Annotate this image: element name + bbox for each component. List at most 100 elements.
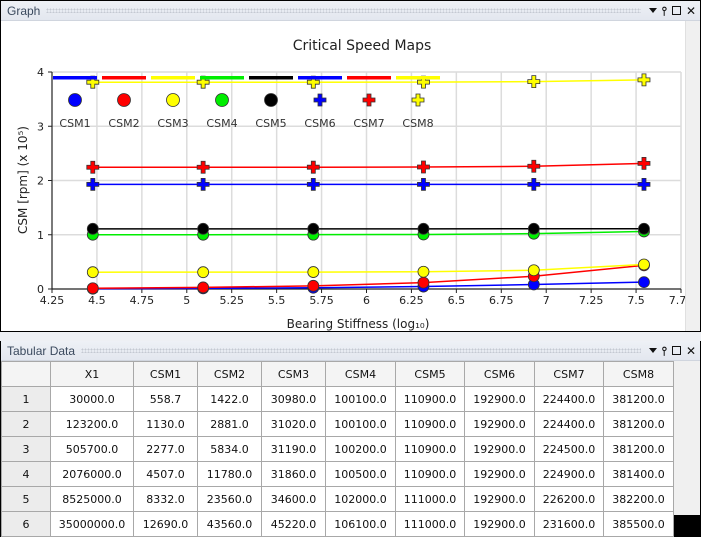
table-cell[interactable]: 558.7 xyxy=(133,386,198,412)
table-cell[interactable]: 110900.0 xyxy=(395,386,465,412)
table-cell[interactable]: 192900.0 xyxy=(464,461,535,487)
table-row[interactable]: 6 35000000.0 12690.0 43560.0 45220.0 106100.0… xyxy=(1,511,674,537)
data-point[interactable] xyxy=(197,281,210,294)
row-header[interactable]: 4 xyxy=(1,461,51,487)
data-point[interactable] xyxy=(86,282,99,295)
column-header[interactable]: X1 xyxy=(50,361,134,387)
data-point[interactable] xyxy=(527,75,541,89)
pin-icon[interactable]: ⫯ xyxy=(661,3,667,18)
table-cell[interactable]: 505700.0 xyxy=(50,436,134,462)
table-cell[interactable]: 100200.0 xyxy=(325,436,396,462)
table-cell[interactable]: 111000.0 xyxy=(395,486,465,512)
table-cell[interactable]: 385500.0 xyxy=(603,511,674,537)
vertical-scrollbar[interactable] xyxy=(685,21,700,331)
data-point[interactable] xyxy=(527,222,540,235)
column-header[interactable]: CSM8 xyxy=(603,361,674,387)
table-cell[interactable]: 2881.0 xyxy=(197,411,262,437)
data-point[interactable] xyxy=(196,177,210,191)
table-cell[interactable]: 30980.0 xyxy=(261,386,326,412)
table-cell[interactable]: 5834.0 xyxy=(197,436,262,462)
table-cell[interactable]: 224400.0 xyxy=(534,411,604,437)
column-header[interactable]: CSM1 xyxy=(133,361,198,387)
table-cell[interactable]: 8332.0 xyxy=(133,486,198,512)
row-header-corner[interactable] xyxy=(1,361,51,387)
table-cell[interactable]: 35000000.0 xyxy=(50,511,134,537)
table-row[interactable]: 5 8525000.0 8332.0 23560.0 34600.0 102000.0 11… xyxy=(1,486,674,512)
data-point[interactable] xyxy=(306,160,320,174)
column-header[interactable]: CSM4 xyxy=(325,361,396,387)
data-point[interactable] xyxy=(638,276,650,289)
column-header[interactable]: CSM3 xyxy=(261,361,326,387)
table-cell[interactable]: 2277.0 xyxy=(133,436,198,462)
table-cell[interactable]: 30000.0 xyxy=(50,386,134,412)
table-cell[interactable]: 12690.0 xyxy=(133,511,198,537)
table-cell[interactable]: 381200.0 xyxy=(603,411,674,437)
table-cell[interactable]: 110900.0 xyxy=(395,461,465,487)
data-point[interactable] xyxy=(197,222,210,235)
table-cell[interactable]: 192900.0 xyxy=(464,436,535,462)
table-cell[interactable]: 45220.0 xyxy=(261,511,326,537)
table-cell[interactable]: 2076000.0 xyxy=(50,461,134,487)
graph-titlebar[interactable]: Graph ⫯ ✕ xyxy=(1,1,700,21)
table-cell[interactable]: 23560.0 xyxy=(197,486,262,512)
table-cell[interactable]: 123200.0 xyxy=(50,411,134,437)
dropdown-icon[interactable] xyxy=(648,348,657,353)
table-cell[interactable]: 11780.0 xyxy=(197,461,262,487)
data-point[interactable] xyxy=(417,276,430,289)
data-point[interactable] xyxy=(307,279,320,292)
column-header[interactable]: CSM6 xyxy=(464,361,535,387)
table-cell[interactable]: 4507.0 xyxy=(133,461,198,487)
table-cell[interactable]: 31190.0 xyxy=(261,436,326,462)
table-cell[interactable]: 111000.0 xyxy=(395,511,465,537)
table-cell[interactable]: 224900.0 xyxy=(534,461,604,487)
row-header[interactable]: 1 xyxy=(1,386,51,412)
data-point[interactable] xyxy=(527,177,541,191)
table-row[interactable]: 4 2076000.0 4507.0 11780.0 31860.0 100500.0 11… xyxy=(1,461,674,487)
data-point[interactable] xyxy=(86,75,100,89)
data-point[interactable] xyxy=(196,75,210,89)
data-point[interactable] xyxy=(86,160,100,174)
table-cell[interactable]: 34600.0 xyxy=(261,486,326,512)
table-cell[interactable]: 100500.0 xyxy=(325,461,396,487)
data-point[interactable] xyxy=(307,266,320,278)
data-point[interactable] xyxy=(637,177,651,191)
row-header[interactable]: 3 xyxy=(1,436,51,462)
maximize-icon[interactable] xyxy=(671,6,681,15)
table-row[interactable]: 2 123200.0 1130.0 2881.0 31020.0 100100.0 1109… xyxy=(1,411,674,437)
table-cell[interactable]: 1422.0 xyxy=(197,386,262,412)
table-row[interactable]: 1 30000.0 558.7 1422.0 30980.0 100100.0 110900… xyxy=(1,386,674,412)
table-cell[interactable]: 224400.0 xyxy=(534,386,604,412)
tabular-titlebar[interactable]: Tabular Data ⫯ ✕ xyxy=(1,341,700,361)
table-cell[interactable]: 110900.0 xyxy=(395,411,465,437)
table-cell[interactable]: 381200.0 xyxy=(603,386,674,412)
table-cell[interactable]: 382200.0 xyxy=(603,486,674,512)
drag-grip[interactable] xyxy=(46,8,641,13)
table-cell[interactable]: 100100.0 xyxy=(325,386,396,412)
data-point[interactable] xyxy=(417,160,430,174)
data-point[interactable] xyxy=(527,264,540,277)
data-point[interactable] xyxy=(417,222,430,235)
table-cell[interactable]: 31020.0 xyxy=(261,411,326,437)
data-point[interactable] xyxy=(306,75,320,89)
table-cell[interactable]: 226200.0 xyxy=(534,486,604,512)
data-point[interactable] xyxy=(638,222,650,235)
table-cell[interactable]: 192900.0 xyxy=(464,486,535,512)
row-header[interactable]: 6 xyxy=(1,511,51,537)
data-point[interactable] xyxy=(417,177,430,191)
data-point[interactable] xyxy=(637,73,651,87)
table-cell[interactable]: 381400.0 xyxy=(603,461,674,487)
data-point[interactable] xyxy=(638,258,650,271)
table-cell[interactable]: 192900.0 xyxy=(464,386,535,412)
data-point[interactable] xyxy=(306,177,320,191)
row-header[interactable]: 5 xyxy=(1,486,51,512)
data-point[interactable] xyxy=(417,265,430,278)
table-cell[interactable]: 224500.0 xyxy=(534,436,604,462)
table-cell[interactable]: 102000.0 xyxy=(325,486,396,512)
column-header[interactable]: CSM7 xyxy=(534,361,604,387)
table-cell[interactable]: 31860.0 xyxy=(261,461,326,487)
table-cell[interactable]: 8525000.0 xyxy=(50,486,134,512)
column-header[interactable]: CSM2 xyxy=(197,361,262,387)
table-cell[interactable]: 1130.0 xyxy=(133,411,198,437)
maximize-icon[interactable] xyxy=(671,346,681,355)
panel-divider[interactable] xyxy=(0,332,701,341)
